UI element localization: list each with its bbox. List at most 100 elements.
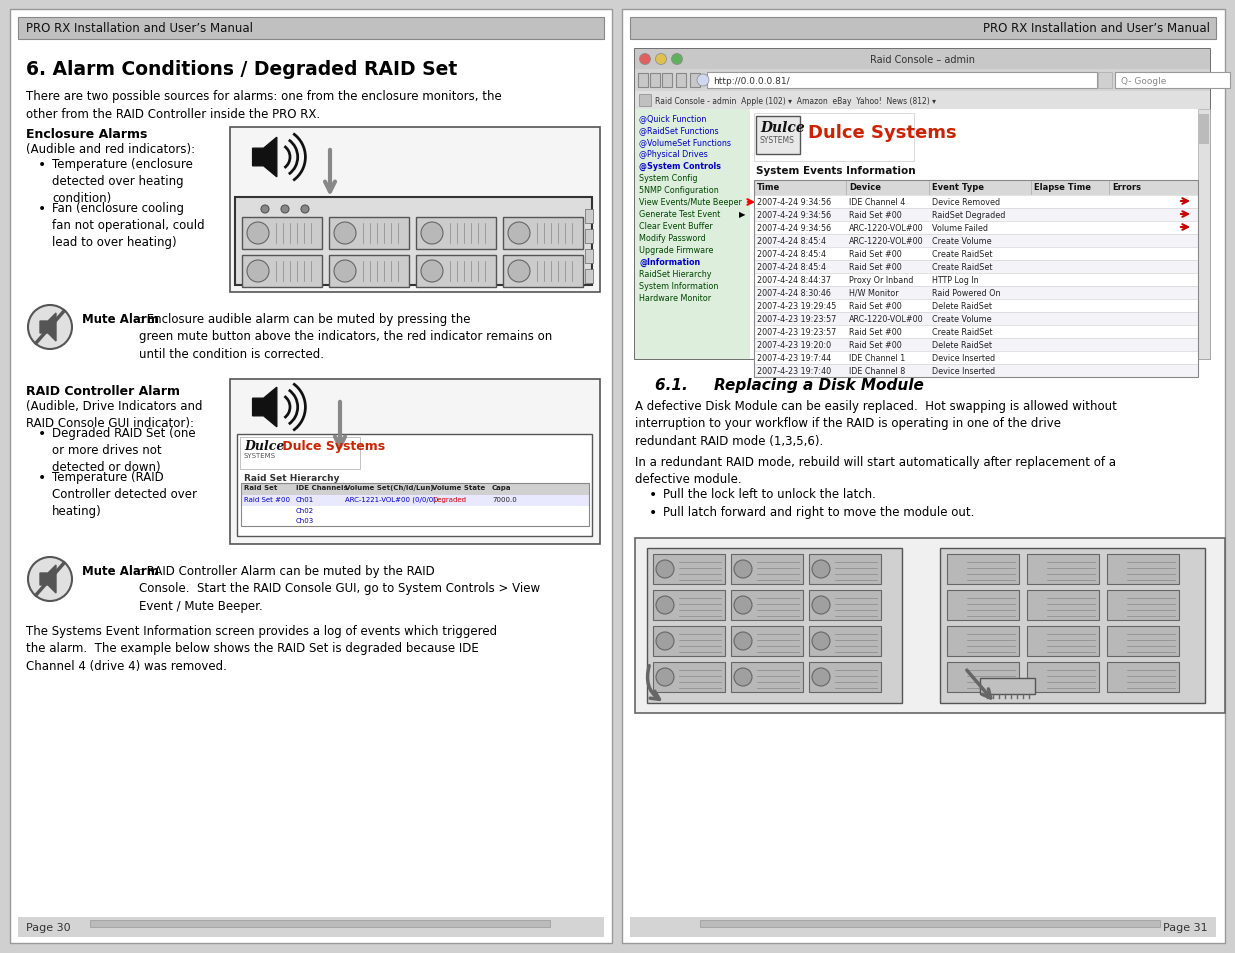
Text: (Audible and red indicators):: (Audible and red indicators): <box>26 143 195 156</box>
Bar <box>755 234 1198 248</box>
Text: Ch03: Ch03 <box>296 517 314 523</box>
Text: 2007-4-23 19:20:0: 2007-4-23 19:20:0 <box>757 340 831 350</box>
Bar <box>755 274 1198 287</box>
Text: Mute Alarm: Mute Alarm <box>82 564 159 578</box>
Bar <box>755 338 1198 352</box>
Bar <box>1198 110 1210 359</box>
Text: @Information: @Information <box>638 257 700 267</box>
Text: HTTP Log In: HTTP Log In <box>932 275 978 285</box>
Text: 2007-4-24 9:34:56: 2007-4-24 9:34:56 <box>757 224 831 233</box>
Bar <box>329 255 409 288</box>
Bar <box>416 255 496 288</box>
Circle shape <box>734 597 752 615</box>
Bar <box>235 198 592 286</box>
Bar <box>731 555 803 584</box>
Bar <box>809 555 881 584</box>
Circle shape <box>261 206 269 213</box>
Bar <box>635 50 1210 359</box>
Text: •: • <box>38 471 46 484</box>
Bar <box>585 210 593 224</box>
Text: Delete RaidSet: Delete RaidSet <box>932 302 992 311</box>
Bar <box>503 255 583 288</box>
Bar <box>647 548 902 703</box>
Text: Device Inserted: Device Inserted <box>932 367 995 375</box>
Circle shape <box>811 633 830 650</box>
Text: View Events/Mute Beeper: View Events/Mute Beeper <box>638 198 742 207</box>
Bar <box>1107 626 1179 657</box>
Text: Enclosure Alarms: Enclosure Alarms <box>26 128 147 141</box>
Text: Raid Set #00: Raid Set #00 <box>848 250 902 258</box>
Text: ▶: ▶ <box>739 211 745 219</box>
Text: Clear Event Buffer: Clear Event Buffer <box>638 222 713 231</box>
Text: Errors: Errors <box>1112 183 1141 192</box>
Text: ARC-1220-VOL#00: ARC-1220-VOL#00 <box>848 314 924 324</box>
Text: Pull the lock left to unlock the latch.: Pull the lock left to unlock the latch. <box>663 488 876 500</box>
Text: Mute Alarm: Mute Alarm <box>82 313 159 326</box>
Bar <box>242 255 322 288</box>
Text: IDE Channel 8: IDE Channel 8 <box>848 367 905 375</box>
Text: Degraded: Degraded <box>432 497 466 502</box>
Text: SYSTEMS: SYSTEMS <box>760 136 795 145</box>
Bar <box>755 313 1198 326</box>
Text: Raid Set #00: Raid Set #00 <box>848 211 902 220</box>
Bar <box>981 679 1035 695</box>
Circle shape <box>421 223 443 245</box>
Bar <box>755 209 1198 222</box>
Text: RAID Controller Alarm: RAID Controller Alarm <box>26 385 180 397</box>
Circle shape <box>508 223 530 245</box>
Bar <box>755 261 1198 274</box>
Polygon shape <box>40 314 56 341</box>
Text: IDE Channels: IDE Channels <box>296 484 348 491</box>
Text: Upgrade Firmware: Upgrade Firmware <box>638 246 714 254</box>
Text: 2007-4-24 8:45:4: 2007-4-24 8:45:4 <box>757 250 826 258</box>
Text: 2007-4-24 9:34:56: 2007-4-24 9:34:56 <box>757 198 831 207</box>
Bar <box>237 435 592 537</box>
Bar <box>653 626 725 657</box>
Text: Create Volume: Create Volume <box>932 236 992 246</box>
Bar <box>585 270 593 284</box>
Bar <box>1199 115 1209 145</box>
Bar <box>1098 73 1112 89</box>
Text: @VolumeSet Functions: @VolumeSet Functions <box>638 138 731 147</box>
Text: @Physical Drives: @Physical Drives <box>638 150 708 159</box>
Text: Delete RaidSet: Delete RaidSet <box>932 340 992 350</box>
Text: Raid Powered On: Raid Powered On <box>932 289 1000 297</box>
Circle shape <box>333 223 356 245</box>
Text: http://0.0.0.0.81/: http://0.0.0.0.81/ <box>713 76 789 86</box>
Circle shape <box>656 633 674 650</box>
Text: SYSTEMS: SYSTEMS <box>245 453 275 458</box>
Circle shape <box>282 206 289 213</box>
Bar <box>635 110 750 359</box>
Bar <box>1028 555 1099 584</box>
Circle shape <box>421 261 443 283</box>
Text: •: • <box>38 202 46 215</box>
Text: ARC-1221-VOL#00 (0/0/0): ARC-1221-VOL#00 (0/0/0) <box>345 497 436 503</box>
Bar <box>755 222 1198 234</box>
Bar <box>638 95 651 107</box>
Bar <box>755 326 1198 338</box>
Bar <box>676 74 685 88</box>
Text: 2007-4-24 8:30:46: 2007-4-24 8:30:46 <box>757 289 831 297</box>
Text: PRO RX Installation and User’s Manual: PRO RX Installation and User’s Manual <box>983 23 1210 35</box>
Text: Dulce Systems: Dulce Systems <box>278 439 385 453</box>
Bar <box>1115 73 1230 89</box>
Text: H/W Monitor: H/W Monitor <box>848 289 899 297</box>
Text: •: • <box>650 488 657 501</box>
Bar <box>1028 626 1099 657</box>
Text: Raid Set #00: Raid Set #00 <box>245 497 290 502</box>
Text: A defective Disk Module can be easily replaced.  Hot swapping is allowed without: A defective Disk Module can be easily re… <box>635 399 1116 448</box>
Bar <box>585 250 593 264</box>
Circle shape <box>508 261 530 283</box>
Text: 2007-4-23 19:7:40: 2007-4-23 19:7:40 <box>757 367 831 375</box>
Text: Device: Device <box>848 183 881 192</box>
Bar <box>1028 590 1099 620</box>
Circle shape <box>811 668 830 686</box>
Bar <box>90 920 550 927</box>
Circle shape <box>247 223 269 245</box>
Bar <box>1107 662 1179 692</box>
Bar <box>241 517 589 526</box>
Text: Raid Set #00: Raid Set #00 <box>848 263 902 272</box>
Bar <box>242 218 322 250</box>
Bar <box>638 74 648 88</box>
Circle shape <box>656 668 674 686</box>
